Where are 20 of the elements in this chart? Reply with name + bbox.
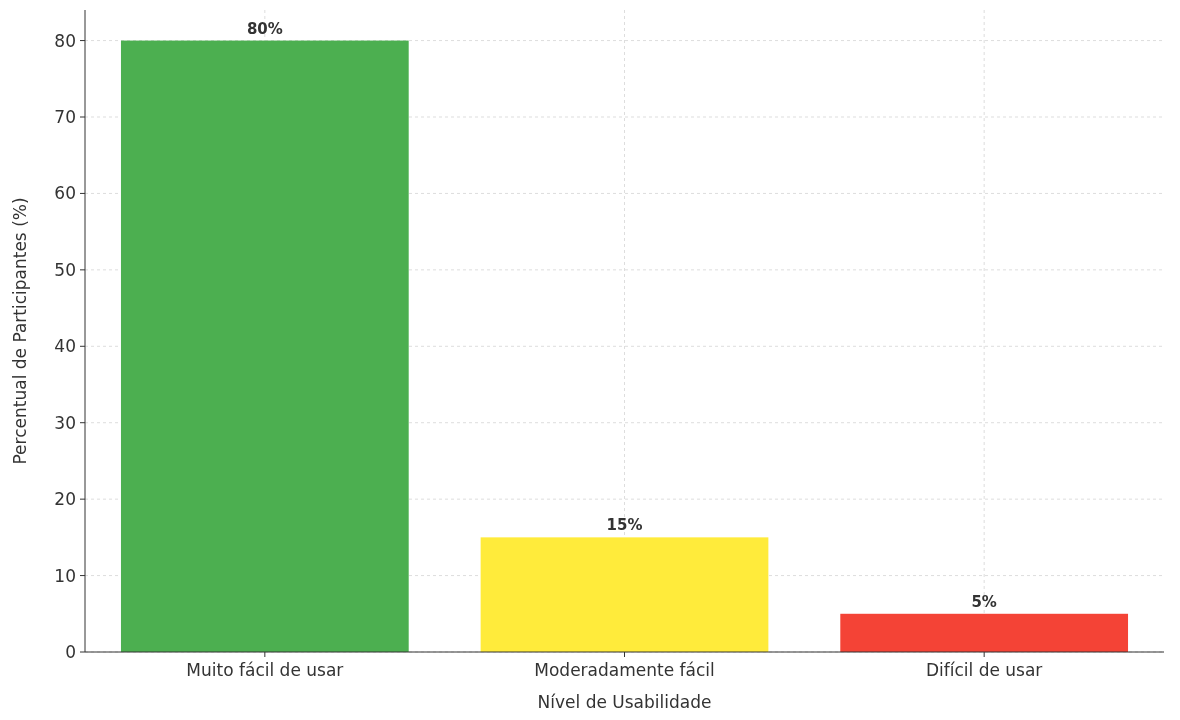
x-tick-label: Moderadamente fácil <box>534 660 715 680</box>
x-tick-label: Muito fácil de usar <box>186 660 344 680</box>
data-label: 15% <box>606 516 643 535</box>
y-tick-label: 30 <box>54 412 76 433</box>
y-tick-label: 60 <box>54 183 76 204</box>
x-tick-label: Difícil de usar <box>925 660 1043 680</box>
y-tick-label: 20 <box>54 489 76 510</box>
x-axis-title: Nível de Usabilidade <box>537 692 712 712</box>
y-axis-title: Percentual de Participantes (%) <box>10 197 30 465</box>
bar <box>840 613 1129 652</box>
bar <box>120 40 409 652</box>
bar <box>480 537 769 652</box>
data-label: 5% <box>971 592 997 611</box>
y-tick-label: 0 <box>65 641 76 662</box>
data-label: 80% <box>246 19 283 38</box>
y-tick-label: 50 <box>54 259 76 280</box>
y-tick-label: 40 <box>54 336 76 357</box>
y-tick-label: 10 <box>54 565 76 586</box>
y-tick-label: 70 <box>54 106 76 127</box>
y-tick-label: 80 <box>54 30 76 51</box>
